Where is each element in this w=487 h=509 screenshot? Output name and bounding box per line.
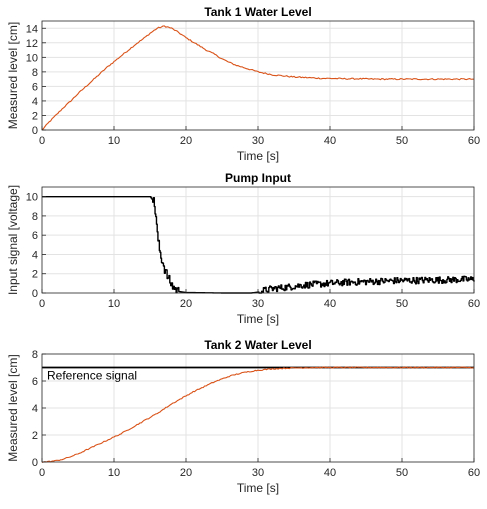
y-axis-label: Measured level [cm] <box>6 22 20 129</box>
x-tick-label: 0 <box>39 135 45 147</box>
x-tick-label: 20 <box>180 467 192 479</box>
x-tick-label: 40 <box>324 467 336 479</box>
x-tick-label: 0 <box>39 298 45 310</box>
series-line-2 <box>41 366 475 463</box>
annotation-reference-signal: Reference signal <box>47 369 137 383</box>
x-tick-label: 10 <box>108 135 120 147</box>
chart-title: Pump Input <box>225 171 291 185</box>
y-tick-label: 8 <box>32 67 38 79</box>
x-tick-label: 0 <box>39 467 45 479</box>
x-tick-label: 50 <box>396 135 408 147</box>
x-tick-label: 20 <box>180 135 192 147</box>
x-tick-label: 60 <box>468 467 480 479</box>
y-tick-label: 2 <box>32 110 38 122</box>
y-tick-label: 0 <box>32 125 38 137</box>
x-axis-label: Time [s] <box>237 481 279 495</box>
series-line-1 <box>41 25 475 131</box>
chart-panel-3: 0 10 20 30 40 50 60 0 2 4 6 8 Tank 2 Water Level Time… <box>6 338 480 495</box>
y-tick-label: 2 <box>32 269 38 281</box>
x-tick-label: 60 <box>468 298 480 310</box>
y-tick-label: 4 <box>32 403 38 415</box>
x-axis-label: Time [s] <box>237 312 279 326</box>
y-tick-label: 8 <box>32 211 38 223</box>
x-tick-label: 60 <box>468 135 480 147</box>
y-tick-label: 8 <box>32 349 38 361</box>
chart-panel-2: 0 10 20 30 40 50 60 0 2 4 6 8 10 Pump Input Time [s] In… <box>6 171 480 326</box>
x-tick-label: 50 <box>396 467 408 479</box>
chart-title: Tank 2 Water Level <box>204 338 311 352</box>
y-tick-label: 10 <box>26 52 38 64</box>
x-tick-label: 40 <box>324 298 336 310</box>
y-axis-label: Measured level [cm] <box>6 354 20 461</box>
y-tick-label: 6 <box>32 81 38 93</box>
y-tick-label: 0 <box>32 457 38 469</box>
x-tick-label: 10 <box>108 467 120 479</box>
y-tick-label: 2 <box>32 430 38 442</box>
x-tick-label: 10 <box>108 298 120 310</box>
y-tick-label: 12 <box>26 38 38 50</box>
chart-title: Tank 1 Water Level <box>204 5 311 19</box>
y-tick-label: 4 <box>32 96 38 108</box>
x-tick-label: 30 <box>252 467 264 479</box>
y-tick-label: 14 <box>26 23 38 35</box>
x-tick-label: 50 <box>396 298 408 310</box>
x-tick-label: 40 <box>324 135 336 147</box>
x-tick-label: 20 <box>180 298 192 310</box>
x-tick-label: 30 <box>252 135 264 147</box>
series-line-1 <box>42 195 475 294</box>
y-tick-label: 6 <box>32 230 38 242</box>
y-tick-label: 10 <box>26 192 38 204</box>
x-axis-label: Time [s] <box>237 149 279 163</box>
y-tick-label: 4 <box>32 249 38 261</box>
x-tick-label: 30 <box>252 298 264 310</box>
y-axis-label: Input signal [voltage] <box>6 185 20 295</box>
y-tick-label: 6 <box>32 376 38 388</box>
y-tick-label: 0 <box>32 288 38 300</box>
chart-panel-1: 0 10 20 30 40 50 60 0 2 4 6 8 10 12 14 Tank 1 Water Lev… <box>6 5 480 163</box>
